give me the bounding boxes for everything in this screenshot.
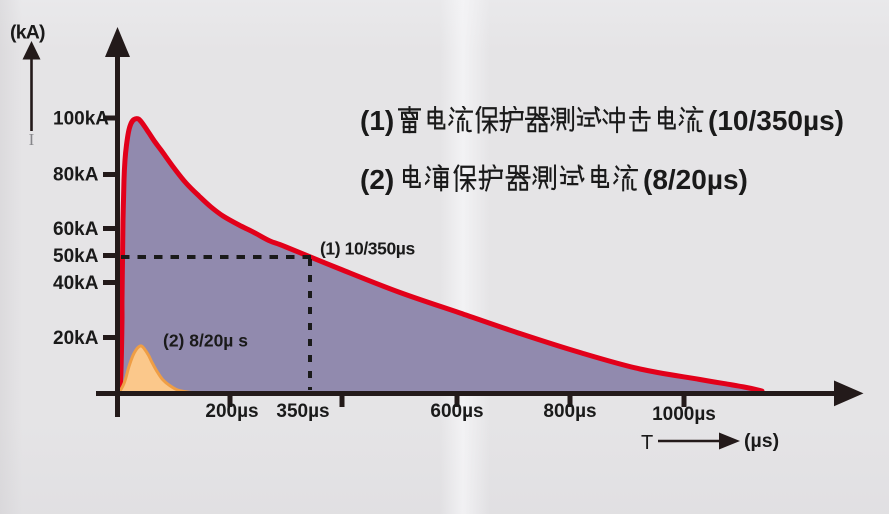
svg-text:20kA: 20kA	[53, 328, 99, 349]
svg-text:800µs: 800µs	[543, 401, 596, 422]
svg-text:50kA: 50kA	[53, 246, 99, 267]
svg-text:200µs: 200µs	[205, 401, 258, 422]
svg-text:(µs): (µs)	[744, 430, 779, 452]
svg-text:(2) 8/20µ s: (2) 8/20µ s	[163, 331, 248, 351]
svg-text:I: I	[29, 130, 35, 149]
svg-text:(2): (2)	[360, 164, 394, 195]
svg-text:60kA: 60kA	[53, 219, 99, 240]
svg-text:600µs: 600µs	[430, 401, 483, 422]
svg-text:T: T	[641, 432, 653, 454]
svg-text:(1) 10/350µs: (1) 10/350µs	[320, 239, 415, 259]
svg-text:(kA): (kA)	[10, 22, 45, 44]
svg-text:350µs: 350µs	[276, 401, 329, 422]
svg-text:40kA: 40kA	[53, 273, 99, 294]
svg-text:100kA: 100kA	[53, 109, 109, 130]
svg-text:(10/350µs): (10/350µs)	[708, 105, 844, 136]
svg-text:80kA: 80kA	[53, 165, 99, 186]
svg-text:(8/20µs): (8/20µs)	[643, 164, 748, 195]
svg-text:(1): (1)	[360, 105, 394, 136]
svg-text:1000µs: 1000µs	[652, 404, 716, 425]
